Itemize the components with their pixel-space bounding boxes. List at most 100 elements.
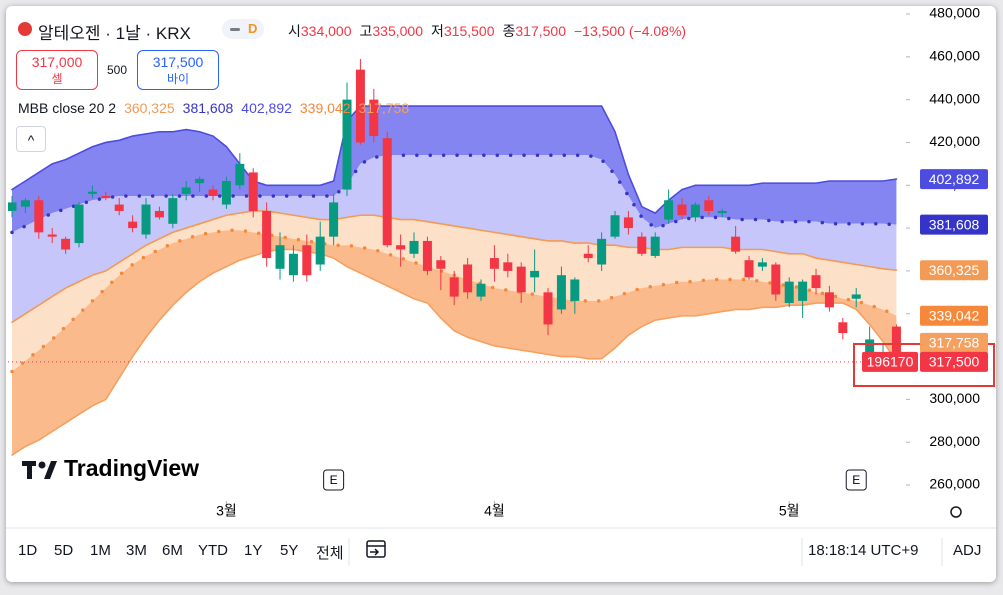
candle-body bbox=[771, 264, 781, 295]
range-button[interactable]: 1D bbox=[18, 542, 38, 559]
collapse-button[interactable]: ^ bbox=[16, 126, 46, 152]
range-button[interactable]: 1Y bbox=[244, 542, 263, 559]
candle-body bbox=[811, 275, 821, 289]
candle-body bbox=[489, 258, 499, 269]
candle-body bbox=[422, 240, 432, 271]
candle-body bbox=[315, 236, 325, 265]
band-fill bbox=[12, 106, 897, 233]
y-tick-label: 480,000 bbox=[929, 6, 980, 21]
candle-body bbox=[583, 253, 593, 259]
candle-body bbox=[355, 69, 365, 143]
candle-body bbox=[235, 163, 245, 186]
candle-body bbox=[154, 210, 164, 218]
candle-body bbox=[436, 260, 446, 269]
y-tick-label: 440,000 bbox=[929, 90, 980, 106]
price-tag bbox=[920, 305, 988, 326]
candle-body bbox=[128, 221, 138, 229]
legend-value: 381,608 bbox=[182, 100, 234, 116]
indicator-name: MBB close 20 2 bbox=[18, 100, 117, 116]
volume-tag-label: 196170 bbox=[867, 354, 914, 370]
candle-body bbox=[637, 236, 647, 254]
candle-body bbox=[195, 178, 205, 184]
candle-body bbox=[664, 200, 674, 220]
range-button[interactable]: 1M bbox=[90, 542, 111, 559]
candle-body bbox=[717, 210, 727, 214]
candle-body bbox=[570, 279, 580, 301]
ohlc-key: 저 bbox=[431, 23, 444, 39]
legend-value: 360,325 bbox=[124, 100, 175, 116]
candle-body bbox=[114, 204, 124, 211]
legend-value: 339,042 bbox=[299, 100, 351, 116]
candle-body bbox=[221, 180, 231, 205]
candle-body bbox=[757, 262, 767, 267]
candle-body bbox=[744, 260, 754, 278]
range-button[interactable]: 3M bbox=[126, 542, 147, 559]
candle-body bbox=[865, 339, 875, 357]
legend-value: 402,892 bbox=[241, 100, 292, 116]
candle-body bbox=[8, 202, 17, 211]
calendar-icon[interactable] bbox=[366, 540, 386, 558]
symbol-title: 알테오젠 · 1날 · KRX bbox=[38, 24, 191, 43]
volume-tag bbox=[862, 351, 918, 372]
candle-body bbox=[181, 187, 191, 194]
price-tag-label: 317,758 bbox=[929, 335, 980, 351]
candle-body bbox=[168, 198, 178, 224]
candle-body bbox=[87, 191, 97, 194]
candle-body bbox=[34, 200, 44, 233]
price-tag-label: 339,042 bbox=[929, 307, 980, 323]
clock: 18:18:14 UTC+9 bbox=[808, 542, 919, 559]
price-tag-label: 381,608 bbox=[929, 216, 980, 232]
app-window: TradingView 260,000280,000300,000320,000… bbox=[6, 6, 996, 582]
range-button[interactable]: 전체 bbox=[316, 545, 344, 562]
event-marker bbox=[845, 469, 867, 491]
sell-label: 셀 bbox=[51, 72, 63, 86]
candle-body bbox=[208, 189, 218, 196]
change: −13,500 (−4.08%) bbox=[574, 23, 687, 39]
price-tag bbox=[920, 169, 988, 190]
candle-body bbox=[677, 204, 687, 216]
candle-body bbox=[396, 245, 406, 250]
candle-body bbox=[262, 210, 272, 259]
y-tick-label: 460,000 bbox=[929, 48, 980, 64]
ohlc-value: 317,500 bbox=[515, 23, 566, 39]
candle-body bbox=[610, 215, 620, 237]
range-button[interactable]: 5Y bbox=[280, 542, 299, 559]
y-tick-label: 420,000 bbox=[929, 133, 980, 149]
candle-body bbox=[731, 236, 741, 252]
candle-body bbox=[784, 281, 794, 304]
candle-body bbox=[516, 266, 526, 293]
last-price-label: 317,500 bbox=[929, 354, 980, 370]
range-button[interactable]: 5D bbox=[54, 542, 74, 559]
ohlc-value: 334,000 bbox=[300, 23, 352, 39]
candle-body bbox=[543, 292, 553, 325]
ohlc-row: 시334,000 고335,000 저315,500 종317,500 −13,500 … bbox=[288, 21, 686, 41]
buy-price: 317,500 bbox=[152, 54, 204, 70]
logo-text: TradingView bbox=[64, 455, 199, 481]
indicator-line bbox=[11, 105, 898, 215]
range-button[interactable]: YTD bbox=[198, 542, 228, 559]
candle-body bbox=[597, 238, 607, 265]
range-button[interactable]: 6M bbox=[162, 542, 183, 559]
sell-button[interactable]: 317,000 셀 bbox=[16, 50, 98, 90]
candle-body bbox=[690, 204, 700, 218]
interval-badge[interactable]: D bbox=[222, 19, 264, 39]
legend-value: 317,758 bbox=[358, 100, 410, 116]
candle-body bbox=[20, 200, 30, 207]
last-price-tag bbox=[920, 351, 988, 372]
candle-body bbox=[342, 99, 352, 190]
candle-body bbox=[369, 99, 379, 137]
x-tick-label: 4월 bbox=[484, 503, 505, 519]
badge-text: D bbox=[248, 21, 258, 36]
price-tag bbox=[920, 332, 988, 353]
candle-body bbox=[101, 195, 111, 199]
buy-button[interactable]: 317,500 바이 bbox=[137, 50, 219, 90]
candle-body bbox=[824, 292, 834, 308]
ohlc-value: 335,000 bbox=[372, 23, 423, 39]
candle-body bbox=[704, 200, 714, 211]
x-tick-label: 3월 bbox=[216, 503, 237, 519]
settings-icon[interactable] bbox=[950, 506, 962, 518]
candle-body bbox=[503, 262, 513, 271]
candle-body bbox=[141, 204, 151, 235]
band-fill bbox=[12, 230, 897, 456]
adj-button[interactable]: ADJ bbox=[953, 542, 982, 559]
